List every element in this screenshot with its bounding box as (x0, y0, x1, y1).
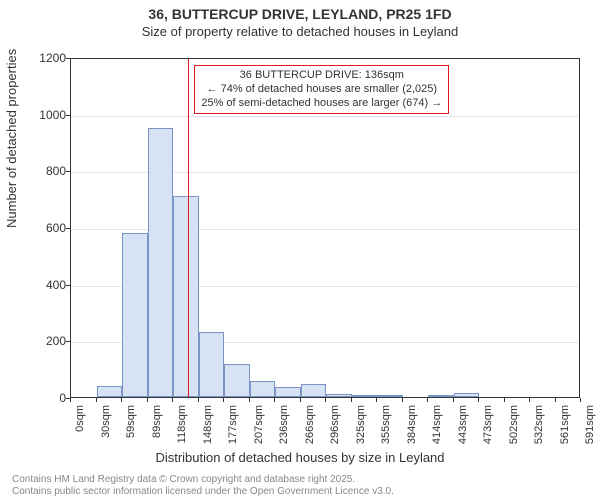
title-block: 36, BUTTERCUP DRIVE, LEYLAND, PR25 1FD S… (0, 0, 600, 39)
x-tick-label: 118sqm (176, 405, 188, 443)
histogram-bar (377, 395, 403, 397)
x-tick-label: 236sqm (278, 405, 290, 444)
x-tick-mark (478, 398, 479, 402)
x-tick-mark (402, 398, 403, 402)
annotation-line-2: ← 74% of detached houses are smaller (2,… (201, 83, 442, 97)
x-tick-label: 207sqm (253, 405, 265, 444)
x-tick-label: 325sqm (355, 405, 367, 444)
x-tick-label: 561sqm (559, 405, 571, 444)
footer-line-1: Contains HM Land Registry data © Crown c… (12, 474, 394, 486)
x-tick-mark (325, 398, 326, 402)
x-tick-label: 148sqm (202, 405, 214, 444)
x-tick-label: 414sqm (431, 405, 443, 444)
histogram-bar (173, 196, 199, 397)
footer-attribution: Contains HM Land Registry data © Crown c… (12, 474, 394, 498)
x-tick-mark (376, 398, 377, 402)
histogram-bar (428, 395, 454, 397)
y-tick-label: 1200 (26, 51, 66, 65)
title-main: 36, BUTTERCUP DRIVE, LEYLAND, PR25 1FD (0, 6, 600, 22)
x-tick-label: 502sqm (508, 405, 520, 444)
histogram-bar (148, 128, 174, 397)
x-tick-label: 443sqm (457, 405, 469, 444)
histogram-bar (454, 393, 480, 397)
x-tick-mark (274, 398, 275, 402)
title-sub: Size of property relative to detached ho… (0, 24, 600, 39)
x-tick-label: 30sqm (100, 405, 112, 438)
histogram-bar (122, 233, 148, 397)
x-tick-label: 591sqm (584, 405, 596, 444)
y-axis-label: Number of detached properties (4, 49, 19, 228)
x-tick-mark (147, 398, 148, 402)
x-tick-mark (249, 398, 250, 402)
x-tick-mark (70, 398, 71, 402)
x-tick-mark (529, 398, 530, 402)
x-tick-label: 355sqm (380, 405, 392, 444)
x-tick-mark (504, 398, 505, 402)
x-tick-mark (427, 398, 428, 402)
x-tick-mark (555, 398, 556, 402)
x-tick-label: 89sqm (151, 405, 163, 438)
x-tick-mark (453, 398, 454, 402)
gridline (71, 116, 579, 117)
y-tick-label: 400 (26, 278, 66, 292)
marker-line (188, 59, 189, 397)
x-tick-mark (198, 398, 199, 402)
x-tick-label: 59sqm (125, 405, 137, 438)
histogram-bar (326, 394, 352, 397)
plot-area: 36 BUTTERCUP DRIVE: 136sqm ← 74% of deta… (70, 58, 580, 398)
x-tick-mark (121, 398, 122, 402)
x-tick-mark (580, 398, 581, 402)
histogram-bar (352, 395, 378, 397)
annotation-line-3: 25% of semi-detached houses are larger (… (201, 97, 442, 111)
x-tick-label: 0sqm (74, 405, 86, 432)
y-tick-label: 0 (26, 391, 66, 405)
histogram-bar (199, 332, 225, 397)
footer-line-2: Contains public sector information licen… (12, 486, 394, 498)
histogram-bar (275, 387, 301, 397)
y-tick-label: 200 (26, 334, 66, 348)
x-tick-mark (223, 398, 224, 402)
y-tick-label: 800 (26, 164, 66, 178)
y-tick-label: 600 (26, 221, 66, 235)
histogram-bar (97, 386, 123, 397)
annotation-line-1: 36 BUTTERCUP DRIVE: 136sqm (201, 69, 442, 83)
x-tick-label: 177sqm (227, 405, 239, 444)
x-tick-label: 296sqm (329, 405, 341, 444)
annotation-box: 36 BUTTERCUP DRIVE: 136sqm ← 74% of deta… (194, 65, 449, 114)
x-tick-label: 384sqm (406, 405, 418, 444)
x-tick-mark (351, 398, 352, 402)
x-tick-mark (96, 398, 97, 402)
x-tick-label: 266sqm (304, 405, 316, 444)
x-tick-label: 532sqm (533, 405, 545, 444)
histogram-bar (301, 384, 327, 397)
y-tick-label: 1000 (26, 108, 66, 122)
x-axis-label: Distribution of detached houses by size … (0, 450, 600, 465)
x-tick-label: 473sqm (482, 405, 494, 444)
x-tick-mark (172, 398, 173, 402)
chart-container: 36, BUTTERCUP DRIVE, LEYLAND, PR25 1FD S… (0, 0, 600, 500)
x-tick-mark (300, 398, 301, 402)
histogram-bar (224, 364, 250, 397)
histogram-bar (250, 381, 276, 397)
